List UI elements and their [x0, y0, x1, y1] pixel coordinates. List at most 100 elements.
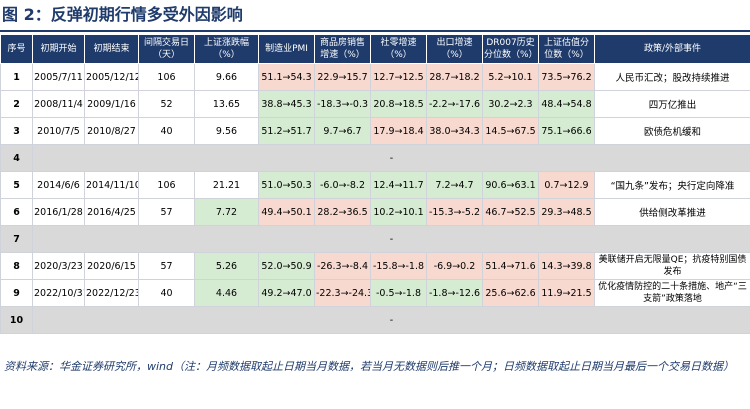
- table-cell: 20.8→18.5: [370, 90, 427, 118]
- row-number: 1: [0, 63, 33, 91]
- page-title: 图 2：反弹初期行情多受外因影响: [2, 5, 243, 24]
- col-header: 初期开始: [32, 34, 85, 64]
- table-cell: 46.7→52.5: [482, 198, 539, 226]
- header-row: 序号 初期开始 初期结束 间隔交易日（天） 上证涨跌幅（%） 制造业PMI 商品…: [0, 34, 750, 64]
- table-cell: 40: [138, 117, 195, 145]
- table-cell: 52: [138, 90, 195, 118]
- table-cell: 5.2→10.1: [482, 63, 539, 91]
- table-cell: 48.4→54.8: [538, 90, 595, 118]
- row-number: 3: [0, 117, 33, 145]
- table-cell: -18.3→-0.3: [314, 90, 371, 118]
- table-cell: 2022/10/31: [32, 279, 85, 307]
- table-cell: 7.2→4.7: [426, 171, 483, 199]
- row-number: 5: [0, 171, 33, 199]
- table-cell: 2016/4/25: [84, 198, 139, 226]
- table-cell: 2020/6/15: [84, 252, 139, 280]
- table-cell: 9.56: [194, 117, 259, 145]
- row-number: 8: [0, 252, 33, 280]
- table-cell: -15.8→-1.8: [370, 252, 427, 280]
- col-header: 政策/外部事件: [594, 34, 750, 64]
- row-number: 9: [0, 279, 33, 307]
- table-cell: 28.7→18.2: [426, 63, 483, 91]
- table-cell: 106: [138, 63, 195, 91]
- table-cell: 2020/3/23: [32, 252, 85, 280]
- table-cell: 38.8→45.3: [258, 90, 315, 118]
- col-header: 序号: [0, 34, 33, 64]
- table-cell: 106: [138, 171, 195, 199]
- table-row: 8 2020/3/23 2020/6/15 57 5.26 52.0→50.9 -26.3→…: [0, 252, 750, 280]
- table-cell: 90.6→63.1: [482, 171, 539, 199]
- row-number: 2: [0, 90, 33, 118]
- table-row: 5 2014/6/6 2014/11/10 106 21.21 51.0→50.3 -6.0…: [0, 171, 750, 199]
- table-cell: 52.0→50.9: [258, 252, 315, 280]
- table-cell: 2022/12/23: [84, 279, 139, 307]
- table-cell: -1.8→-12.6: [426, 279, 483, 307]
- row-number: 10: [0, 306, 33, 334]
- table-cell: 17.9→18.4: [370, 117, 427, 145]
- table-row: 7-: [0, 225, 750, 253]
- table-cell: “国九条”发布；央行定向降准: [594, 171, 750, 199]
- table-cell: 51.0→50.3: [258, 171, 315, 199]
- table-cell: 2009/1/16: [84, 90, 139, 118]
- table-cell: 30.2→2.3: [482, 90, 539, 118]
- table-cell: 49.4→50.1: [258, 198, 315, 226]
- col-header: 商品房销售增速（%）: [314, 34, 371, 64]
- table-cell: 2005/7/11: [32, 63, 85, 91]
- table-cell: 25.6→62.6: [482, 279, 539, 307]
- table-cell: 9.66: [194, 63, 259, 91]
- col-header: 上证估值分位数（%）: [538, 34, 595, 64]
- empty-row-cell: -: [32, 225, 750, 253]
- table-cell: 28.2→36.5: [314, 198, 371, 226]
- table-row: 10-: [0, 306, 750, 334]
- col-header: 上证涨跌幅（%）: [194, 34, 259, 64]
- table-cell: 38.0→34.3: [426, 117, 483, 145]
- table-cell: 29.3→48.5: [538, 198, 595, 226]
- table-cell: -0.5→-1.8: [370, 279, 427, 307]
- table-cell: -2.2→-17.6: [426, 90, 483, 118]
- table-cell: 40: [138, 279, 195, 307]
- table-row: 2 2008/11/4 2009/1/16 52 13.65 38.8→45.3 -18.3…: [0, 90, 750, 118]
- table-cell: 2010/8/27: [84, 117, 139, 145]
- table-cell: 2010/7/5: [32, 117, 85, 145]
- source-note: 资料来源：华金证券研究所，wind（注：月频数据取起止日期当月数据，若当月无数据…: [4, 360, 735, 373]
- title-divider: [0, 30, 750, 32]
- table-cell: 5.26: [194, 252, 259, 280]
- table-cell: -22.3→-24.3: [314, 279, 371, 307]
- row-number: 4: [0, 144, 33, 172]
- empty-row-cell: -: [32, 144, 750, 172]
- row-number: 7: [0, 225, 33, 253]
- table-cell: 2014/11/10: [84, 171, 139, 199]
- table-cell: 7.72: [194, 198, 259, 226]
- table-cell: 11.9→21.5: [538, 279, 595, 307]
- table-cell: 22.9→15.7: [314, 63, 371, 91]
- table-cell: 人民币汇改；股改持续推进: [594, 63, 750, 91]
- table-cell: 9.7→6.7: [314, 117, 371, 145]
- table-cell: 57: [138, 252, 195, 280]
- col-header: 制造业PMI: [258, 34, 315, 64]
- table-cell: 75.1→66.6: [538, 117, 595, 145]
- table-cell: 57: [138, 198, 195, 226]
- col-header: 间隔交易日（天）: [138, 34, 195, 64]
- table-cell: 2008/11/4: [32, 90, 85, 118]
- table-cell: 13.65: [194, 90, 259, 118]
- table-row: 9 2022/10/31 2022/12/23 40 4.46 49.2→47.0 -22.…: [0, 279, 750, 307]
- table-cell: -26.3→-8.4: [314, 252, 371, 280]
- table-cell: 14.5→67.5: [482, 117, 539, 145]
- table-cell: 51.4→71.6: [482, 252, 539, 280]
- col-header: 初期结束: [84, 34, 139, 64]
- row-number: 6: [0, 198, 33, 226]
- table-row: 6 2016/1/28 2016/4/25 57 7.72 49.4→50.1 28.2→3…: [0, 198, 750, 226]
- table-cell: -6.9→0.2: [426, 252, 483, 280]
- table-cell: 10.2→10.1: [370, 198, 427, 226]
- table-cell: 51.1→54.3: [258, 63, 315, 91]
- table-cell: 21.21: [194, 171, 259, 199]
- table-cell: 12.7→12.5: [370, 63, 427, 91]
- table-cell: 2016/1/28: [32, 198, 85, 226]
- table-row: 4-: [0, 144, 750, 172]
- table-cell: -15.3→-5.2: [426, 198, 483, 226]
- table-cell: 73.5→76.2: [538, 63, 595, 91]
- table-cell: 14.3→39.8: [538, 252, 595, 280]
- table-cell: 2005/12/12: [84, 63, 139, 91]
- col-header: DR007历史分位数（%）: [482, 34, 539, 64]
- table-cell: 4.46: [194, 279, 259, 307]
